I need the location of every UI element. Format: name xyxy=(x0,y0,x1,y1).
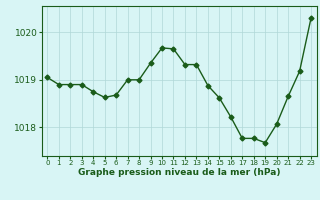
X-axis label: Graphe pression niveau de la mer (hPa): Graphe pression niveau de la mer (hPa) xyxy=(78,168,280,177)
